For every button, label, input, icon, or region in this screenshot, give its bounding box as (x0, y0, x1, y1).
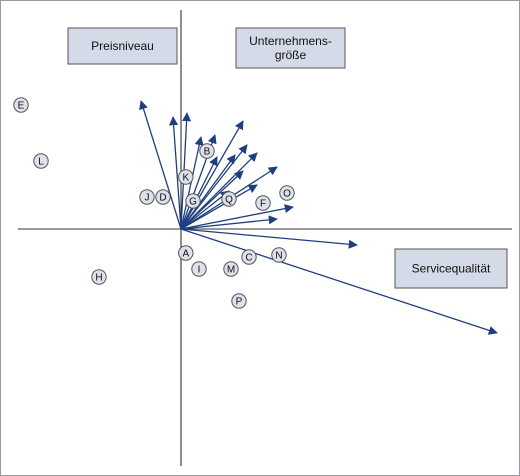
point-k: K (178, 169, 194, 185)
point-marker (199, 143, 215, 159)
point-m: M (223, 261, 239, 277)
point-label: L (38, 157, 44, 168)
point-label: M (227, 265, 235, 276)
label-text: größe (275, 48, 307, 62)
vector-arrow (180, 120, 244, 230)
label-box (394, 248, 508, 289)
point-label: A (182, 249, 189, 260)
label-text: Unternehmens- (249, 34, 332, 48)
point-q: Q (221, 191, 237, 207)
point-p: P (231, 293, 247, 309)
point-label: I (198, 265, 201, 276)
axis-label-servicequalitaet: Servicequalität (394, 248, 508, 289)
label-text: Preisniveau (91, 39, 154, 53)
point-marker (231, 293, 247, 309)
point-marker (91, 269, 107, 285)
label-text: Servicequalität (412, 262, 491, 276)
point-d: D (155, 189, 171, 205)
point-marker (255, 195, 271, 211)
point-label: P (236, 297, 243, 308)
point-label: J (145, 193, 150, 204)
vector-arrow (180, 136, 204, 230)
axis-label-preisniveau: Preisniveau (67, 27, 178, 65)
point-label: O (283, 189, 291, 200)
point-c: C (241, 249, 257, 265)
point-j: J (139, 189, 155, 205)
point-b: B (199, 143, 215, 159)
vector-arrow (180, 215, 278, 230)
point-o: O (279, 185, 295, 201)
point-marker (185, 193, 201, 209)
vector-arrow (180, 228, 498, 335)
point-e: E (13, 97, 29, 113)
point-g: G (185, 193, 201, 209)
point-marker (178, 169, 194, 185)
point-label: H (95, 273, 102, 284)
vector-arrow (180, 156, 218, 230)
point-marker (33, 153, 49, 169)
vector-arrow (180, 228, 358, 249)
label-box (235, 27, 346, 69)
vector-arrow (180, 204, 294, 230)
point-marker (178, 245, 194, 261)
point-n: N (271, 247, 287, 263)
vector-arrow (180, 154, 236, 230)
point-marker (223, 261, 239, 277)
point-label: G (189, 197, 197, 208)
point-label: Q (225, 195, 233, 206)
point-marker (139, 189, 155, 205)
point-marker (221, 191, 237, 207)
point-f: F (255, 195, 271, 211)
vector-arrow (180, 170, 244, 230)
point-label: D (159, 193, 166, 204)
point-label: B (204, 147, 211, 158)
vector-arrow (139, 100, 182, 230)
label-box (67, 27, 178, 65)
point-label: N (275, 251, 282, 262)
axis-label-unternehmensgroesse: Unternehmens-größe (235, 27, 346, 69)
point-label: K (182, 173, 189, 184)
point-h: H (91, 269, 107, 285)
point-marker (271, 247, 287, 263)
point-label: C (245, 253, 252, 264)
vector-arrow (180, 190, 230, 230)
point-marker (279, 185, 295, 201)
point-label: F (260, 199, 266, 210)
point-l: L (33, 153, 49, 169)
point-marker (155, 189, 171, 205)
point-i: I (191, 261, 207, 277)
vector-arrow (180, 184, 258, 230)
point-label: E (18, 101, 25, 112)
point-marker (13, 97, 29, 113)
point-marker (241, 249, 257, 265)
vector-arrow (169, 116, 182, 230)
point-a: A (178, 245, 194, 261)
point-marker (191, 261, 207, 277)
